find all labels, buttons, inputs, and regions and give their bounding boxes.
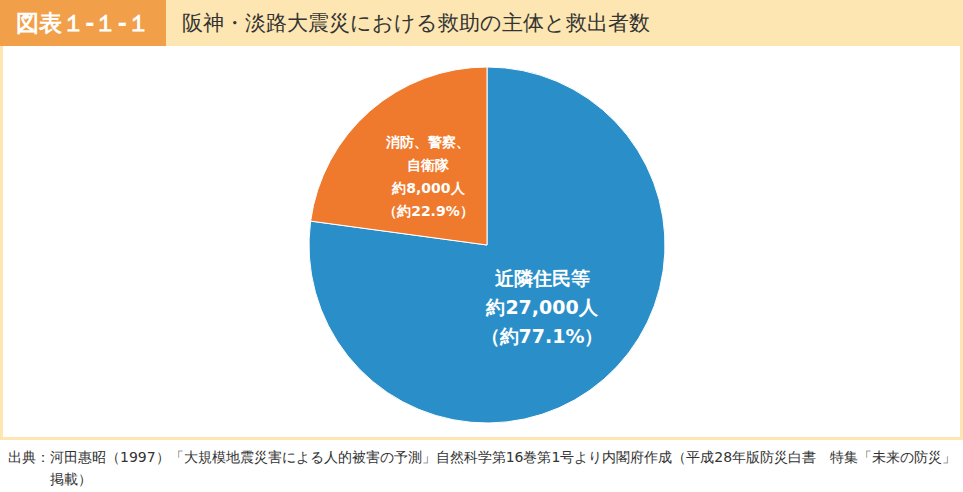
html-text:出典：河田惠昭（1997）「大規模地震災害による人的被害の予: 出典：河田惠昭（1997）「大規模地震災害による人的被害の予測」自然科学第16巻… — [8, 449, 957, 487]
svg-text:近隣住民等約27,000人（約77.1%）: 近隣住民等約27,000人（約77.1%） — [481, 267, 604, 347]
html-text:図表１-１-１: 図表１-１-１ — [16, 10, 150, 36]
html-text:阪神・淡路大震災における救助の主体と救出者数: 阪神・淡路大震災における救助の主体と救出者数 — [182, 11, 650, 35]
svg-text:消防、警察、自衛隊約8,000人（約22.9%）: 消防、警察、自衛隊約8,000人（約22.9%） — [383, 134, 474, 219]
